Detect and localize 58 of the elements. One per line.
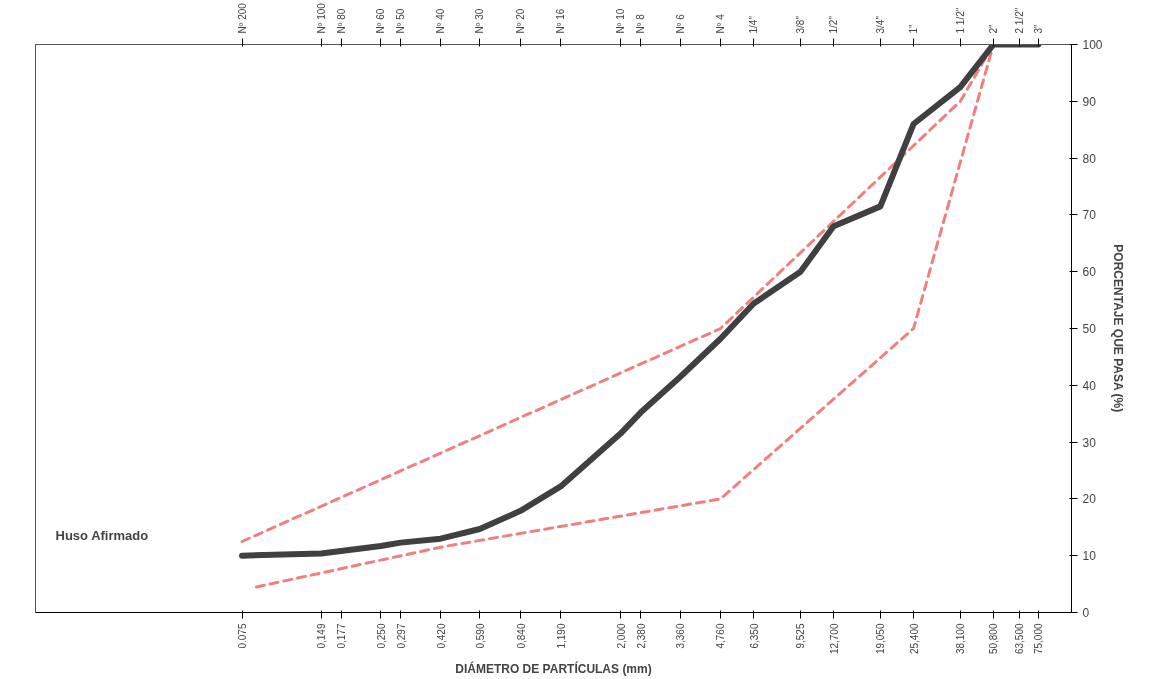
x-tick-label: 63,500 <box>1014 623 1026 655</box>
x-tick-label: 25,400 <box>908 623 920 655</box>
x-tick-label: 6,350 <box>748 623 760 649</box>
y-tick-label: 10 <box>1082 549 1097 564</box>
text: 1/4" <box>748 15 760 34</box>
x-tick-label: 0,420 <box>435 623 447 649</box>
x-tick-label: 9,525 <box>795 623 807 649</box>
text: Nº 10 <box>615 8 627 34</box>
y-axis-title: PORCENTAJE QUE PASA (%) <box>1110 244 1125 413</box>
x-tick-label: 3,360 <box>675 623 687 649</box>
text: 3" <box>1032 23 1044 34</box>
y-tick-label: 80 <box>1082 151 1097 166</box>
text: 2 1/2" <box>1013 7 1025 34</box>
text: 3/4" <box>874 15 886 34</box>
x-tick-label: 0,250 <box>375 623 387 649</box>
x-tick-label: 0.075 <box>237 623 249 649</box>
y-tick-label: 60 <box>1082 265 1097 280</box>
x-tick-label: 0,177 <box>336 623 348 649</box>
x-tick-label: 19,050 <box>875 623 887 655</box>
y-tick-label: 30 <box>1082 435 1097 450</box>
y-tick-label: 90 <box>1082 94 1097 109</box>
x-axis-title: DIÁMETRO DE PARTÍCULAS (mm) <box>455 661 652 677</box>
text: 3/8" <box>794 15 806 34</box>
text: Nº 16 <box>555 8 567 34</box>
annotation: Huso Afirmado <box>55 527 149 543</box>
text: Nº 30 <box>474 8 486 34</box>
y-tick-label: 20 <box>1082 492 1097 507</box>
text: 1" <box>908 23 920 34</box>
text: Nº 200 <box>236 2 248 34</box>
x-tick-label: 0,590 <box>474 623 486 649</box>
y-tick-label: 50 <box>1082 322 1097 336</box>
text: Nº 60 <box>375 8 387 34</box>
text: Nº 4 <box>715 13 726 34</box>
text: 2" <box>987 23 999 34</box>
y-tick-label: 40 <box>1082 378 1097 393</box>
x-tick-label: 4,760 <box>715 623 727 649</box>
text: Nº 40 <box>435 8 447 34</box>
text: Nº 50 <box>395 8 407 34</box>
text: Nº 6 <box>674 13 686 34</box>
text: Nº 20 <box>515 8 527 34</box>
x-tick-label: 75,000 <box>1033 623 1045 655</box>
x-tick-label: 12,700 <box>828 623 840 655</box>
x-tick-label: 0,840 <box>515 623 527 649</box>
y-tick-label: 0 <box>1082 606 1090 620</box>
text: 1 1/2" <box>954 7 966 34</box>
y-tick-label: 70 <box>1082 208 1097 223</box>
x-tick-label: 2,000 <box>615 623 627 649</box>
x-tick-label: 38,100 <box>955 623 967 655</box>
x-tick-label: 1,190 <box>555 623 567 649</box>
x-tick-label: 0,297 <box>395 623 407 649</box>
x-tick-label: 50,800 <box>988 623 1000 655</box>
text: 1/2" <box>828 15 840 34</box>
text: Nº 100 <box>315 2 327 34</box>
y-tick-label: 100 <box>1082 38 1103 52</box>
text: Nº 80 <box>335 8 347 34</box>
x-tick-label: 0,149 <box>316 623 328 649</box>
x-tick-label: 2,380 <box>635 623 647 649</box>
text: Nº 8 <box>635 13 647 34</box>
